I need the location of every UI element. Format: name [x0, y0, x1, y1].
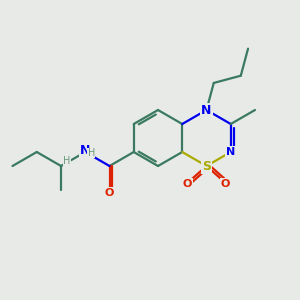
Text: O: O — [221, 179, 230, 189]
Text: O: O — [183, 179, 192, 189]
Text: N: N — [226, 147, 236, 157]
Text: O: O — [105, 188, 114, 198]
Text: H: H — [88, 148, 95, 158]
Text: N: N — [80, 143, 90, 157]
Text: H: H — [63, 156, 71, 166]
Text: S: S — [202, 160, 211, 172]
Text: N: N — [201, 103, 212, 116]
